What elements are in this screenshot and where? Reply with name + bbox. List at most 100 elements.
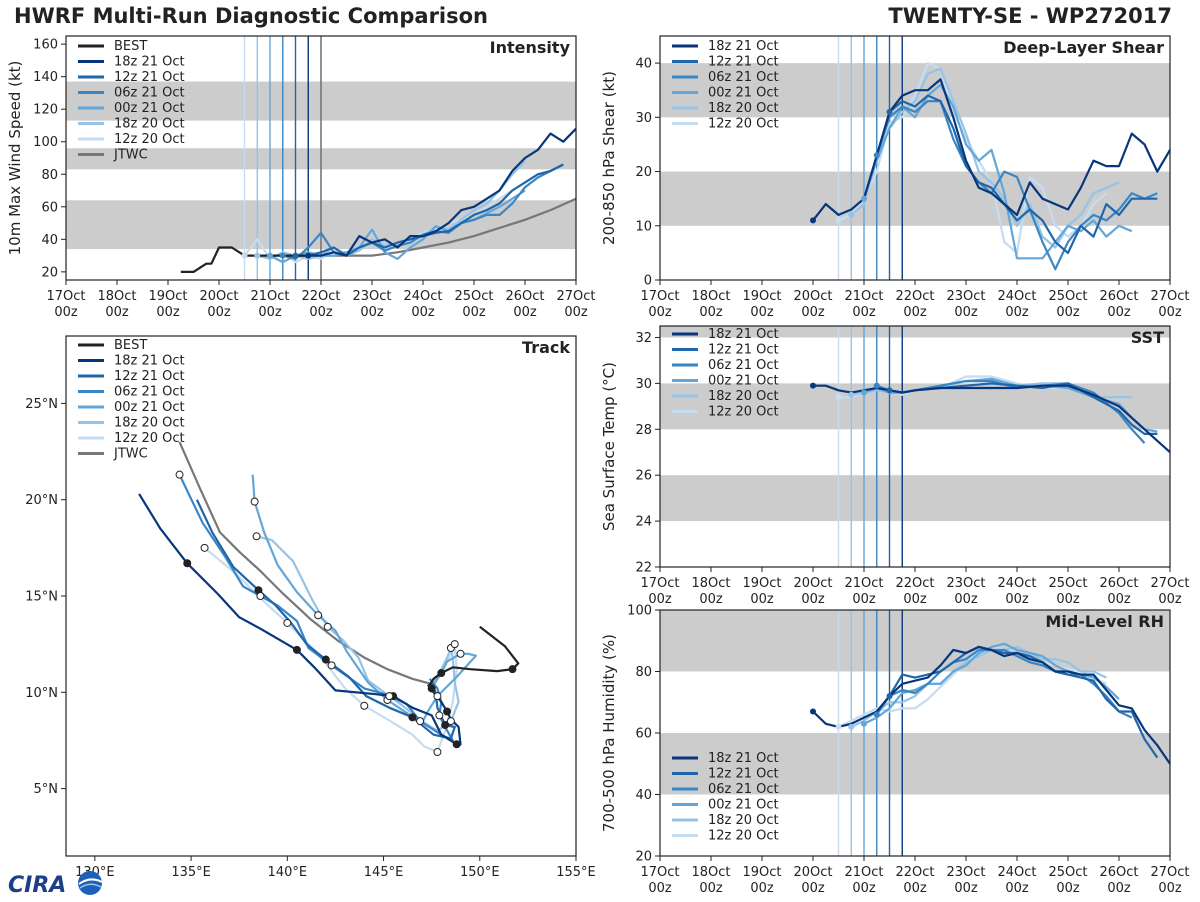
y-tick-label: 60 [41, 200, 58, 215]
x-tick-label: 21Oct [844, 576, 883, 591]
y-tick-label: 160 [33, 38, 58, 53]
init-point-r06z21 [873, 711, 880, 718]
legend-label: 06z 21 Oct [114, 385, 185, 400]
y-axis-label: 700-500 hPa Humidity (%) [600, 634, 618, 832]
track-position-marker [252, 532, 261, 541]
track-position-marker [250, 497, 259, 506]
x-tick-label: 24Oct [997, 865, 1036, 880]
series-line-r12z21 [888, 94, 1158, 254]
track-line-r18z21 [138, 493, 462, 746]
init-point-r18z21 [305, 252, 312, 259]
x-tick-label: 00z [1005, 305, 1029, 320]
legend-label: BEST [114, 39, 147, 54]
y-tick-label: 20 [635, 165, 652, 180]
init-point-r18z20 [254, 252, 261, 259]
x-tick-label: 00z [258, 305, 282, 320]
legend-label: 12z 20 Oct [114, 431, 185, 446]
x-tick-label: 20Oct [793, 576, 832, 591]
cira-globe-icon [78, 871, 102, 895]
chart-rh: 2040608010017Oct00z18Oct00z19Oct00z20Oct… [600, 604, 1190, 897]
track-position-marker [435, 711, 444, 720]
x-tick-label: 00z [513, 305, 537, 320]
legend-label: 18z 21 Oct [114, 354, 185, 369]
legend-label: 06z 21 Oct [708, 358, 779, 373]
x-tick-label: 00z [360, 305, 384, 320]
x-tick-label: 00z [852, 305, 876, 320]
track-line-r18z20 [256, 535, 460, 732]
init-point-r12z21 [886, 693, 893, 700]
x-tick-label: 00z [750, 305, 774, 320]
y-tick-label: 60 [635, 727, 652, 742]
legend-label: 12z 21 Oct [708, 343, 779, 358]
panel-title: Intensity [490, 38, 571, 57]
track-position-marker [323, 622, 332, 631]
legend-label: 18z 20 Oct [114, 416, 185, 431]
y-tick-label: 40 [41, 233, 58, 248]
x-tick-label: 00z [852, 881, 876, 896]
legend-label: 12z 20 Oct [708, 829, 779, 844]
track-position-marker [321, 655, 330, 664]
init-point-r18z20 [848, 211, 855, 218]
x-tick-label: 00z [648, 592, 672, 607]
x-tick-label: 00z [564, 305, 588, 320]
x-tick-label: 19Oct [742, 865, 781, 880]
y-tick-label: 5°N [34, 782, 59, 797]
series-line-r06z21 [282, 163, 564, 260]
init-point-r06z21 [873, 152, 880, 159]
legend-label: 18z 21 Oct [708, 327, 779, 342]
chart-shear: 01020304017Oct00z18Oct00z19Oct00z20Oct00… [600, 35, 1190, 320]
init-point-r00z21 [267, 252, 273, 259]
legend-label: 18z 20 Oct [708, 813, 779, 828]
y-tick-label: 30 [635, 377, 652, 392]
legend-label: 18z 21 Oct [708, 751, 779, 766]
y-tick-label: 120 [33, 103, 58, 118]
x-tick-label: 23Oct [946, 289, 985, 304]
legend-label: 18z 21 Oct [708, 39, 779, 54]
x-tick-label: 00z [903, 592, 927, 607]
x-tick-label: 00z [105, 305, 129, 320]
chart-track: 130°E135°E140°E145°E150°E155°E5°N10°N15°… [25, 335, 596, 880]
x-tick-label: 00z [462, 305, 486, 320]
y-tick-label: 40 [635, 57, 652, 72]
track-line-jtwc [178, 441, 434, 686]
track-position-marker [456, 649, 465, 658]
x-tick-label: 19Oct [742, 576, 781, 591]
x-tick-label: 00z [156, 305, 180, 320]
x-tick-label: 00z [207, 305, 231, 320]
x-tick-label: 25Oct [1048, 576, 1087, 591]
legend-label: 18z 20 Oct [708, 101, 779, 116]
y-tick-label: 20 [635, 850, 652, 865]
x-tick-label: 00z [750, 881, 774, 896]
x-tick-label: 00z [954, 305, 978, 320]
x-tick-label: 00z [699, 305, 723, 320]
x-tick-label: 21Oct [250, 289, 289, 304]
legend-label: 06z 21 Oct [708, 70, 779, 85]
x-tick-label: 20Oct [793, 865, 832, 880]
init-point-r18z20 [848, 391, 855, 398]
y-tick-label: 100 [627, 604, 652, 619]
y-tick-label: 22 [635, 561, 652, 576]
x-tick-label: 150°E [460, 865, 500, 880]
legend-label: BEST [114, 338, 147, 353]
init-point-r18z20 [848, 723, 855, 730]
legend-label: 18z 20 Oct [708, 389, 779, 404]
track-position-marker [292, 645, 301, 654]
init-point-r12z21 [886, 108, 893, 115]
y-tick-label: 24 [635, 515, 652, 530]
series-line-r18z20 [850, 67, 1120, 249]
y-tick-label: 10 [635, 219, 652, 234]
x-tick-label: 27Oct [1150, 576, 1189, 591]
x-tick-label: 17Oct [46, 289, 85, 304]
legend-label: 06z 21 Oct [708, 782, 779, 797]
x-tick-label: 22Oct [895, 289, 934, 304]
x-tick-label: 22Oct [301, 289, 340, 304]
init-point-r12z20 [835, 394, 842, 401]
x-tick-label: 00z [699, 881, 723, 896]
x-tick-label: 00z [1107, 881, 1131, 896]
legend-label: 00z 21 Oct [708, 374, 779, 389]
panel-title: Deep-Layer Shear [1003, 38, 1164, 57]
x-tick-label: 00z [852, 592, 876, 607]
y-tick-label: 15°N [25, 590, 58, 605]
init-point-r12z20 [835, 217, 842, 224]
legend-label: 06z 21 Oct [114, 86, 185, 101]
